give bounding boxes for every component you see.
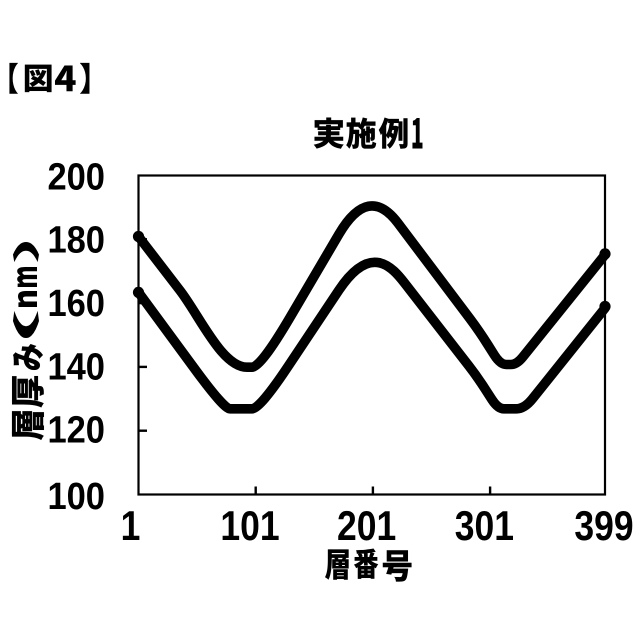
svg-text:140: 140 [47,345,105,388]
svg-text:160: 160 [47,282,105,325]
svg-text:1: 1 [121,503,141,549]
svg-text:301: 301 [455,503,514,549]
svg-text:200: 200 [47,155,105,198]
svg-text:399: 399 [574,503,633,549]
svg-text:201: 201 [337,503,396,549]
svg-text:101: 101 [220,503,279,549]
svg-text:180: 180 [47,218,105,261]
svg-text:100: 100 [47,474,105,517]
svg-text:120: 120 [47,408,105,451]
